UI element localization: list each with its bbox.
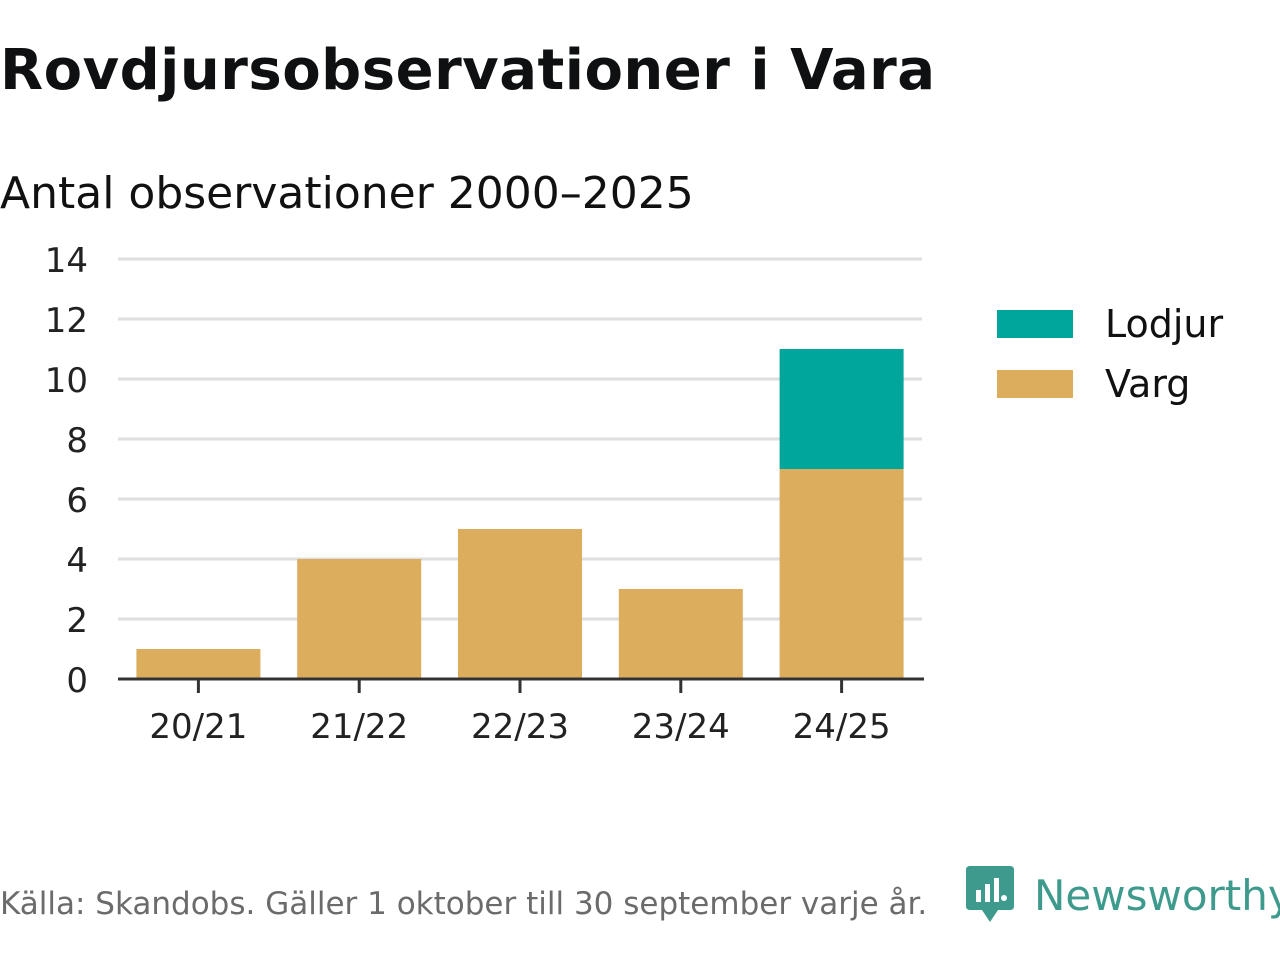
x-tick-label: 23/24 bbox=[632, 707, 730, 747]
brand-logo: Newsworthy bbox=[964, 864, 1280, 926]
bar-varg-20-21 bbox=[136, 649, 261, 679]
x-tick-label: 20/21 bbox=[149, 707, 247, 747]
bar-varg-23-24 bbox=[618, 589, 743, 679]
legend-swatch bbox=[997, 310, 1073, 338]
x-tick-label: 22/23 bbox=[471, 707, 569, 747]
x-tick-label: 21/22 bbox=[310, 707, 408, 747]
y-tick-label: 6 bbox=[66, 481, 88, 521]
y-tick-labels: 0 2 4 6 8 10 12 14 bbox=[45, 241, 88, 701]
legend-label: Lodjur bbox=[1105, 302, 1224, 346]
chart-title: Rovdjursobservationer i Vara bbox=[0, 38, 936, 103]
y-tick-label: 14 bbox=[45, 241, 88, 281]
axes bbox=[118, 677, 924, 693]
bars bbox=[136, 349, 904, 679]
source-note: Källa: Skandobs. Gäller 1 oktober till 3… bbox=[0, 886, 928, 922]
legend-item-lodjur: Lodjur bbox=[997, 294, 1223, 354]
bar-varg-22-23 bbox=[458, 529, 582, 679]
x-tick-label: 24/25 bbox=[793, 707, 891, 747]
y-tick-label: 10 bbox=[45, 361, 88, 401]
bar-lodjur-24-25 bbox=[779, 349, 904, 469]
y-tick-label: 4 bbox=[66, 541, 88, 581]
y-tick-label: 0 bbox=[66, 661, 88, 701]
bar-varg-21-22 bbox=[297, 559, 422, 679]
legend: Lodjur Varg bbox=[997, 294, 1223, 414]
y-tick-label: 12 bbox=[45, 301, 88, 341]
y-tick-label: 8 bbox=[66, 421, 88, 461]
brand-name: Newsworthy bbox=[1034, 870, 1280, 920]
legend-label: Varg bbox=[1105, 362, 1191, 406]
legend-item-varg: Varg bbox=[997, 354, 1223, 414]
bar-varg-24-25 bbox=[779, 469, 904, 679]
y-tick-label: 2 bbox=[66, 601, 88, 641]
chart-bubble-icon bbox=[966, 866, 1014, 922]
chart-subtitle: Antal observationer 2000–2025 bbox=[0, 168, 694, 219]
x-tick-labels: 20/21 21/22 22/23 23/24 24/25 bbox=[149, 707, 890, 747]
legend-swatch bbox=[997, 370, 1073, 398]
